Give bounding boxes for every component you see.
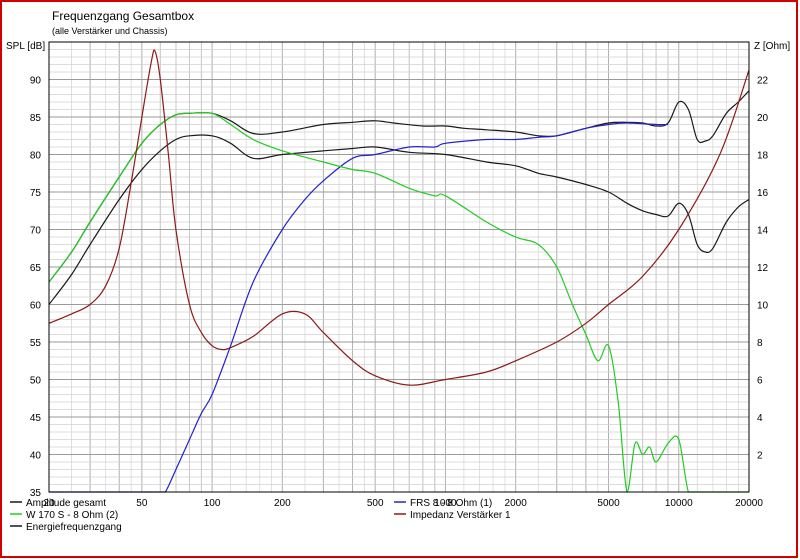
y-right-tick-label: 18 [757, 151, 769, 162]
y-left-tick-label: 60 [30, 301, 42, 312]
x-tick-label: 5000 [597, 498, 620, 509]
x-tick-label: 20 [43, 498, 55, 509]
legend-label: W 170 S - 8 Ohm (2) [26, 510, 118, 521]
y-left-tick-label: 90 [30, 76, 42, 87]
series-line-w-170-s-8-ohm-2 [48, 111, 749, 493]
y-right-tick-label: 20 [757, 113, 769, 124]
legend-label: Energiefrequenzgang [26, 522, 122, 533]
plot-border [48, 41, 750, 493]
y-left-tick-label: 85 [30, 113, 42, 124]
y-axis-left-label: SPL [dB] [6, 41, 45, 52]
x-tick-label: 200 [274, 498, 291, 509]
legend: Amplitude gesamt FRS 8 - 8 Ohm (1) W 170 S… [10, 498, 511, 533]
y-left-tick-label: 75 [30, 188, 42, 199]
y-right-tick-label: 2 [757, 451, 763, 462]
x-tick-label: 1000 [434, 498, 457, 509]
y-right-tick-label: 12 [757, 263, 769, 274]
x-tick-label: 20000 [735, 498, 763, 509]
x-tick-label: 2000 [505, 498, 528, 509]
series-line-impedanz-verst-rker-1 [48, 49, 750, 386]
x-tick-label: 50 [136, 498, 148, 509]
tick-labels: 20 50 100 200 500 1000 2000 5000 10000 20000 35 40 4… [30, 76, 769, 510]
chart-title: Frequenzgang Gesamtbox [52, 9, 194, 23]
y-left-tick-label: 50 [30, 376, 42, 387]
x-tick-label: 500 [367, 498, 384, 509]
y-left-tick-label: 65 [30, 263, 42, 274]
y-axis-right-label: Z [Ohm] [754, 41, 790, 52]
series-line-energiefrequenzgang [48, 134, 750, 305]
x-tick-label: 100 [204, 498, 221, 509]
legend-label: Amplitude gesamt [26, 498, 106, 509]
x-tick-label: 10000 [665, 498, 693, 509]
y-left-tick-label: 70 [30, 226, 42, 237]
legend-label: Impedanz Verstärker 1 [410, 510, 511, 521]
series-line-frs-8-8-ohm-1 [49, 122, 669, 493]
y-left-tick-label: 40 [30, 451, 42, 462]
y-right-tick-label: 4 [757, 413, 763, 424]
chart-subtitle: (alle Verstärker und Chassis) [52, 26, 168, 36]
grid-lines [48, 41, 750, 493]
y-left-tick-label: 80 [30, 151, 42, 162]
y-right-tick-label: 14 [757, 226, 769, 237]
y-right-tick-label: 6 [757, 376, 763, 387]
y-right-tick-label: 16 [757, 188, 769, 199]
y-right-tick-label: 8 [757, 338, 763, 349]
series-layer [48, 49, 750, 493]
y-right-tick-label: 10 [757, 301, 769, 312]
y-left-tick-label: 55 [30, 338, 42, 349]
legend-label: FRS 8 - 8 Ohm (1) [410, 498, 492, 509]
y-left-tick-label: 35 [30, 488, 42, 499]
y-left-tick-label: 45 [30, 413, 42, 424]
y-right-tick-label: 22 [757, 76, 769, 87]
